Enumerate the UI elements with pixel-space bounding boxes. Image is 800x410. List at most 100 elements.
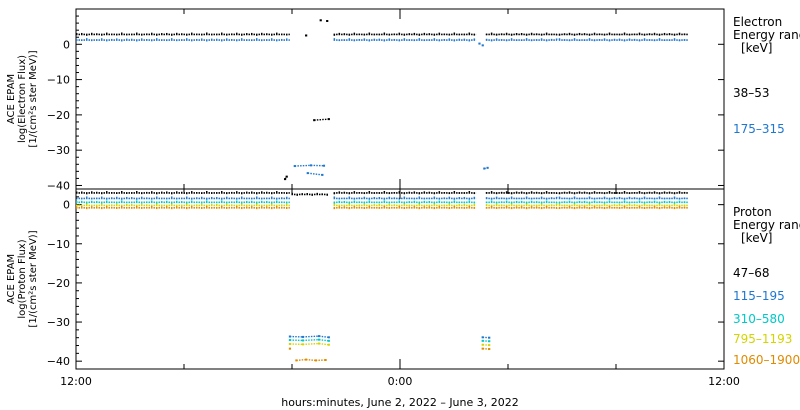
data-point bbox=[101, 192, 103, 195]
data-point bbox=[191, 205, 193, 207]
data-point bbox=[658, 203, 661, 206]
data-point bbox=[126, 204, 128, 206]
data-point bbox=[593, 200, 596, 203]
data-point bbox=[286, 201, 288, 204]
data-point bbox=[550, 197, 553, 199]
data-point bbox=[271, 202, 273, 204]
legend-entry: 310–580 bbox=[733, 312, 785, 326]
series-p-2 bbox=[76, 200, 689, 343]
data-point bbox=[505, 32, 508, 35]
data-point bbox=[221, 32, 223, 35]
data-point bbox=[653, 39, 656, 42]
data-point bbox=[261, 197, 263, 200]
data-point bbox=[226, 207, 228, 209]
data-point bbox=[276, 32, 278, 35]
data-segment bbox=[302, 335, 320, 338]
data-point bbox=[393, 201, 396, 203]
data-point bbox=[211, 201, 213, 204]
data-point bbox=[583, 200, 586, 203]
data-point bbox=[186, 192, 188, 195]
data-point bbox=[86, 203, 88, 206]
data-point bbox=[663, 39, 666, 42]
data-point bbox=[568, 32, 571, 35]
data-point bbox=[388, 203, 391, 206]
data-point bbox=[171, 192, 173, 195]
data-point bbox=[276, 206, 278, 208]
data-segment bbox=[296, 358, 307, 362]
data-point bbox=[166, 197, 168, 200]
data-point bbox=[668, 39, 671, 41]
series-e-1 bbox=[76, 38, 689, 176]
data-point bbox=[545, 191, 548, 193]
data-point bbox=[171, 196, 173, 198]
data-point bbox=[116, 196, 118, 199]
data-point bbox=[428, 204, 431, 207]
data-point bbox=[191, 206, 193, 208]
data-point bbox=[668, 33, 671, 35]
data-point bbox=[663, 197, 666, 200]
data-point bbox=[588, 192, 591, 195]
data-point bbox=[206, 191, 208, 193]
data-segment bbox=[305, 358, 316, 362]
data-point bbox=[558, 202, 561, 204]
data-point bbox=[550, 38, 553, 41]
data-point bbox=[505, 198, 508, 200]
data-point bbox=[555, 33, 558, 36]
data-point bbox=[578, 200, 581, 203]
data-point bbox=[633, 192, 636, 194]
data-point bbox=[603, 203, 606, 206]
data-point bbox=[658, 192, 661, 195]
data-point bbox=[86, 202, 88, 204]
data-point bbox=[246, 206, 248, 209]
data-point bbox=[653, 198, 656, 200]
y-tick-label: −30 bbox=[47, 144, 70, 157]
data-point bbox=[96, 201, 98, 203]
data-point bbox=[488, 336, 491, 339]
data-point bbox=[141, 38, 143, 40]
data-point bbox=[256, 38, 258, 40]
data-point bbox=[306, 193, 308, 195]
data-point bbox=[236, 198, 238, 200]
data-point bbox=[141, 196, 143, 199]
data-point bbox=[388, 207, 391, 209]
data-point bbox=[151, 191, 153, 193]
legend-title-line: Proton bbox=[733, 205, 772, 219]
data-point bbox=[81, 32, 83, 35]
data-point bbox=[648, 33, 651, 35]
data-point bbox=[111, 38, 113, 41]
data-point bbox=[463, 192, 466, 194]
data-point bbox=[545, 32, 548, 35]
data-point bbox=[211, 207, 213, 209]
data-point bbox=[216, 38, 218, 41]
data-point bbox=[76, 201, 78, 203]
data-point bbox=[478, 42, 481, 45]
data-point bbox=[378, 33, 381, 36]
data-point bbox=[418, 196, 421, 198]
data-point bbox=[648, 39, 651, 41]
data-point bbox=[578, 206, 581, 208]
data-point bbox=[485, 204, 488, 206]
data-point bbox=[226, 201, 228, 204]
data-point bbox=[186, 203, 188, 206]
data-point bbox=[333, 207, 336, 210]
data-point bbox=[428, 39, 431, 41]
data-point bbox=[545, 39, 548, 42]
data-point bbox=[171, 38, 173, 40]
data-point bbox=[305, 34, 308, 37]
data-point bbox=[136, 39, 138, 42]
data-point bbox=[495, 203, 498, 206]
legend-title-line: Electron bbox=[733, 15, 782, 29]
data-point bbox=[495, 207, 498, 209]
data-point bbox=[583, 197, 586, 200]
series-p-4 bbox=[76, 205, 689, 362]
data-point bbox=[495, 34, 498, 36]
data-point bbox=[353, 32, 356, 35]
data-point bbox=[276, 205, 278, 207]
data-point bbox=[598, 206, 601, 209]
data-point bbox=[448, 202, 451, 204]
data-point bbox=[338, 200, 341, 203]
data-point bbox=[206, 205, 208, 208]
data-point bbox=[201, 196, 203, 199]
data-point bbox=[638, 39, 641, 42]
